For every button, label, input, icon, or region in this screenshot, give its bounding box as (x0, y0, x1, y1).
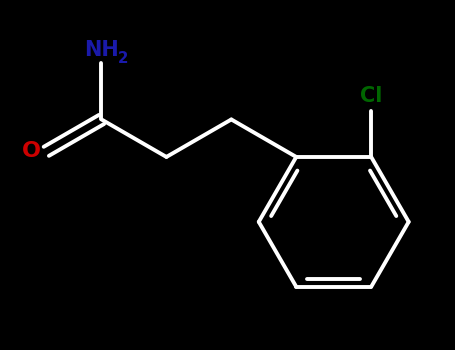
Text: Cl: Cl (360, 86, 382, 106)
Text: O: O (22, 141, 41, 161)
Text: NH: NH (84, 40, 119, 60)
Text: 2: 2 (118, 51, 128, 66)
